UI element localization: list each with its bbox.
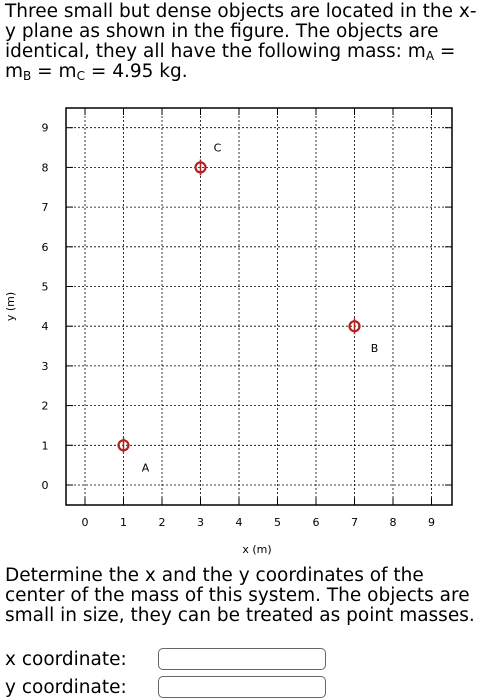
plot-frame: [65, 107, 453, 506]
x-tick-label: 1: [120, 516, 127, 529]
y-tick-label: 7: [42, 201, 49, 214]
x-tick-label: 6: [313, 516, 320, 529]
y-coordinate-row: y coordinate:: [5, 675, 326, 699]
x-coordinate-input[interactable]: [158, 648, 326, 670]
problem-eq1: = m: [5, 41, 456, 82]
scatter-chart: 0 1 2 3 4 5 6 7 8 9 0 1 2 3 4 5 6 7 8 9 x (m) y (m) A B C: [4, 107, 453, 556]
x-coordinate-row: x coordinate:: [5, 647, 326, 671]
y-tick-label: 6: [42, 241, 49, 254]
subscript-c: C: [76, 69, 85, 83]
problem-eq2: = m: [31, 61, 77, 82]
y-tick-label: 3: [42, 360, 49, 373]
y-tick-label: 4: [42, 320, 49, 333]
y-tick-label: 0: [42, 479, 49, 492]
subscript-b: B: [23, 69, 32, 83]
x-axis-label: x (m): [242, 543, 271, 556]
point-label-b: B: [371, 342, 379, 355]
y-tick-label: 8: [42, 161, 49, 174]
question-text: Determine the x and the y coordinates of…: [5, 565, 475, 626]
point-label-c: C: [214, 141, 222, 154]
y-tick-label: 5: [42, 281, 49, 294]
y-axis-label: y (m): [4, 292, 17, 321]
x-tick-label: 4: [236, 516, 243, 529]
point-label-a: A: [142, 461, 150, 474]
problem-statement: Three small but dense objects are locate…: [5, 1, 487, 83]
x-tick-label: 3: [197, 516, 204, 529]
problem-intro: Three small but dense objects are locate…: [5, 1, 477, 62]
y-tick-label: 9: [42, 122, 49, 135]
y-coordinate-label: y coordinate:: [5, 676, 127, 698]
subscript-a: A: [425, 49, 435, 63]
x-tick-label: 8: [390, 516, 397, 529]
x-tick-label: 7: [351, 516, 358, 529]
x-tick-label: 9: [428, 516, 435, 529]
y-coordinate-input[interactable]: [158, 676, 326, 698]
y-tick-label: 2: [42, 400, 49, 413]
x-tick-label: 2: [159, 516, 166, 529]
y-tick-label: 1: [42, 439, 49, 452]
x-tick-label: 0: [82, 516, 89, 529]
x-coordinate-label: x coordinate:: [5, 648, 127, 670]
problem-eq3: = 4.95 kg.: [84, 61, 188, 82]
x-tick-label: 5: [274, 516, 281, 529]
